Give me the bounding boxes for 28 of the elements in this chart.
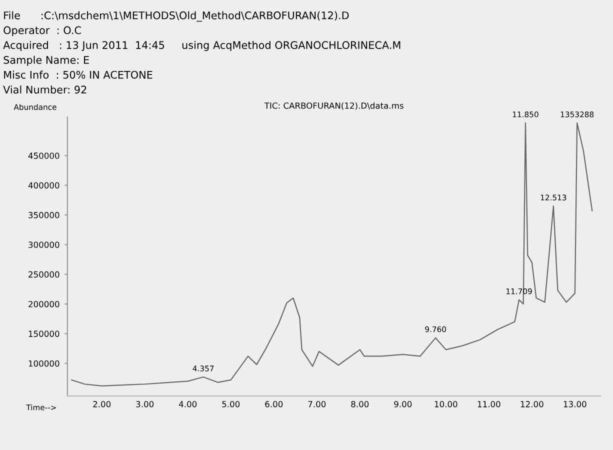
- x-tick-label: 2.00: [93, 401, 111, 408]
- y-tick-label: 100000: [28, 360, 60, 367]
- x-tick-label: 7.00: [308, 401, 326, 408]
- text: File :C:\msdchem\1\METHODS\Old_Method\CARBOFURAN(12).D: [4, 11, 349, 22]
- text: Vial Number: 92: [3, 86, 86, 94]
- x-tick-label: 12.00: [520, 401, 544, 408]
- y-tick-label: 300000: [28, 242, 60, 248]
- x-tick-label: 4.00: [178, 401, 197, 408]
- x-tick-label: 11.00: [478, 401, 500, 408]
- y-tick-label: 400000: [28, 182, 60, 189]
- x-tick-label: 9.00: [394, 401, 412, 408]
- x-tick-label: 10.00: [434, 401, 458, 408]
- text: Operator : O.C: [4, 26, 81, 36]
- y-tick-label: 150000: [28, 330, 60, 337]
- text: Misc Info : 50% IN ACETONE: [4, 70, 152, 79]
- y-tick-label: 250000: [28, 271, 60, 278]
- chart-title: TIC: CARBOFURAN(12).D\data.ms: [264, 102, 404, 110]
- y-tick-label: 350000: [28, 212, 60, 218]
- y-tick-label: 450000: [28, 152, 60, 159]
- text: Sample Name: E: [4, 56, 89, 66]
- x-tick-label: 5.00: [222, 401, 240, 408]
- text: Acquired : 13 Jun 2011 14:45 using AcqMethod ORGANOCHLORINECA.M: [3, 40, 400, 52]
- line-series: [71, 122, 593, 386]
- x-tick-label: 6.00: [265, 401, 283, 408]
- x-tick-label: 3.00: [136, 401, 154, 408]
- y-tick-label: 200000: [28, 300, 60, 308]
- x-tick-label: 8.00: [351, 401, 369, 408]
- x-tick-label: 13.00: [564, 401, 586, 408]
